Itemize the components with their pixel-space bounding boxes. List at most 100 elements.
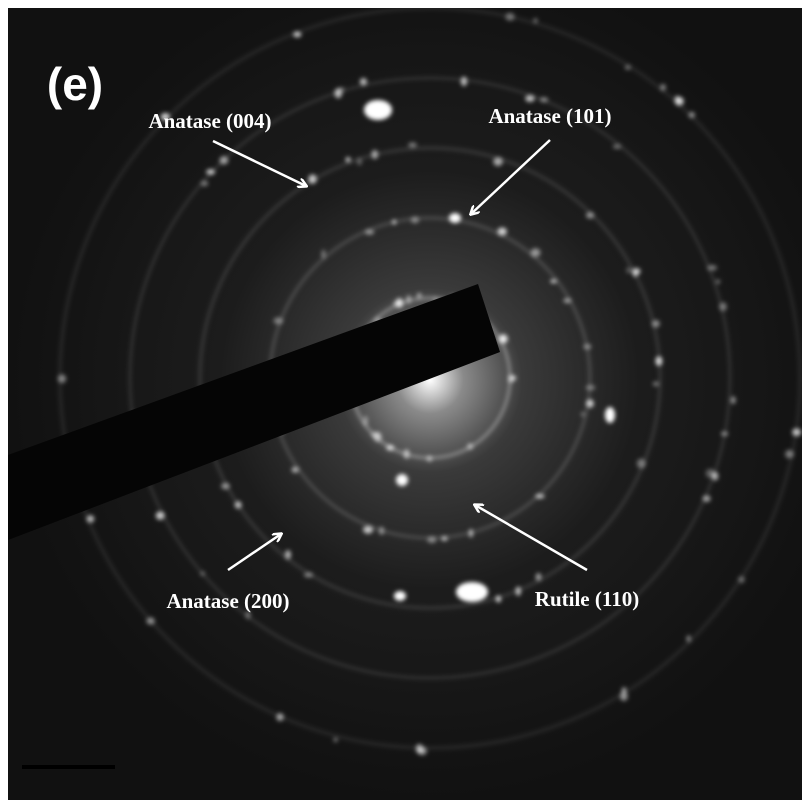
spot: [386, 445, 394, 450]
spot: [427, 537, 436, 543]
spot: [58, 374, 66, 383]
spot: [411, 217, 419, 224]
spot: [540, 97, 549, 102]
spot: [293, 31, 301, 37]
spot: [637, 459, 646, 469]
spot: [535, 494, 544, 498]
spot: [719, 302, 727, 311]
spot: [467, 443, 473, 449]
spot: [508, 375, 513, 383]
spot: [365, 229, 374, 234]
bright-spot: [449, 213, 461, 223]
spot: [273, 317, 283, 324]
spot: [493, 157, 502, 166]
spot: [417, 293, 421, 299]
spot: [536, 573, 542, 581]
spot: [505, 13, 514, 21]
spot: [321, 249, 325, 258]
spot: [201, 181, 208, 187]
spot: [655, 356, 662, 366]
spot: [156, 511, 165, 519]
bright-spot: [605, 407, 615, 423]
spot: [219, 156, 228, 164]
spot: [461, 77, 467, 86]
spot: [363, 526, 373, 534]
spot: [404, 449, 410, 459]
spot: [785, 450, 794, 459]
spot: [620, 692, 628, 701]
background: [8, 8, 802, 800]
spot: [426, 456, 432, 462]
bright-spot: [396, 474, 408, 486]
panel-label: (e): [47, 58, 103, 110]
annotation-label: Anatase (004): [148, 109, 271, 133]
spot: [416, 744, 423, 754]
spot: [374, 432, 382, 442]
spot: [497, 227, 506, 235]
spot: [706, 469, 715, 478]
bright-spot: [394, 591, 406, 601]
spot: [407, 295, 411, 303]
bright-spot: [456, 582, 488, 602]
annotation-label: Rutile (110): [535, 587, 639, 611]
spot: [632, 268, 641, 275]
spot: [206, 169, 215, 174]
spot: [716, 279, 720, 283]
spot: [738, 576, 744, 583]
spot: [583, 344, 591, 350]
spot: [146, 617, 155, 624]
spot: [235, 501, 242, 508]
spot: [626, 267, 631, 273]
diffraction-image: (e) Anatase (004) Anatase (101) Anatase …: [0, 0, 802, 808]
spot: [652, 320, 660, 327]
spot: [625, 65, 631, 70]
spot: [499, 334, 508, 343]
spot: [563, 298, 571, 303]
spot: [304, 573, 313, 578]
spot: [363, 416, 367, 426]
spot: [441, 536, 448, 540]
spot: [516, 586, 521, 595]
spot: [586, 399, 594, 407]
spot: [687, 635, 691, 642]
spot: [334, 88, 342, 98]
spot: [396, 298, 403, 307]
spot: [613, 144, 621, 149]
spot: [550, 279, 557, 283]
spot: [653, 382, 659, 387]
spot: [469, 529, 473, 538]
spot: [379, 527, 384, 535]
spot: [525, 95, 535, 102]
spot: [221, 483, 230, 489]
spot: [731, 396, 736, 404]
spot: [392, 220, 396, 225]
spot: [87, 515, 95, 522]
spot: [308, 174, 316, 183]
spot: [703, 495, 711, 502]
bright-spot: [364, 100, 392, 120]
spot: [721, 431, 728, 436]
spot: [531, 248, 541, 257]
spot: [371, 150, 378, 159]
spot: [200, 571, 205, 575]
spot: [660, 84, 666, 91]
spot: [533, 18, 537, 23]
spot: [707, 265, 717, 271]
spot: [586, 385, 596, 390]
annotation-label: Anatase (200): [166, 589, 289, 613]
spot: [357, 158, 362, 166]
spot: [622, 687, 627, 693]
annotation-label: Anatase (101): [488, 104, 611, 128]
spot: [496, 596, 501, 603]
spot: [285, 550, 291, 559]
spot: [346, 157, 351, 162]
spot: [334, 738, 338, 743]
spot: [581, 412, 585, 417]
spot: [586, 212, 594, 219]
spot: [689, 112, 695, 118]
page: (e) Anatase (004) Anatase (101) Anatase …: [0, 0, 802, 808]
spot: [360, 78, 367, 86]
spot: [276, 713, 283, 721]
spot: [291, 467, 298, 473]
spot: [792, 428, 801, 436]
